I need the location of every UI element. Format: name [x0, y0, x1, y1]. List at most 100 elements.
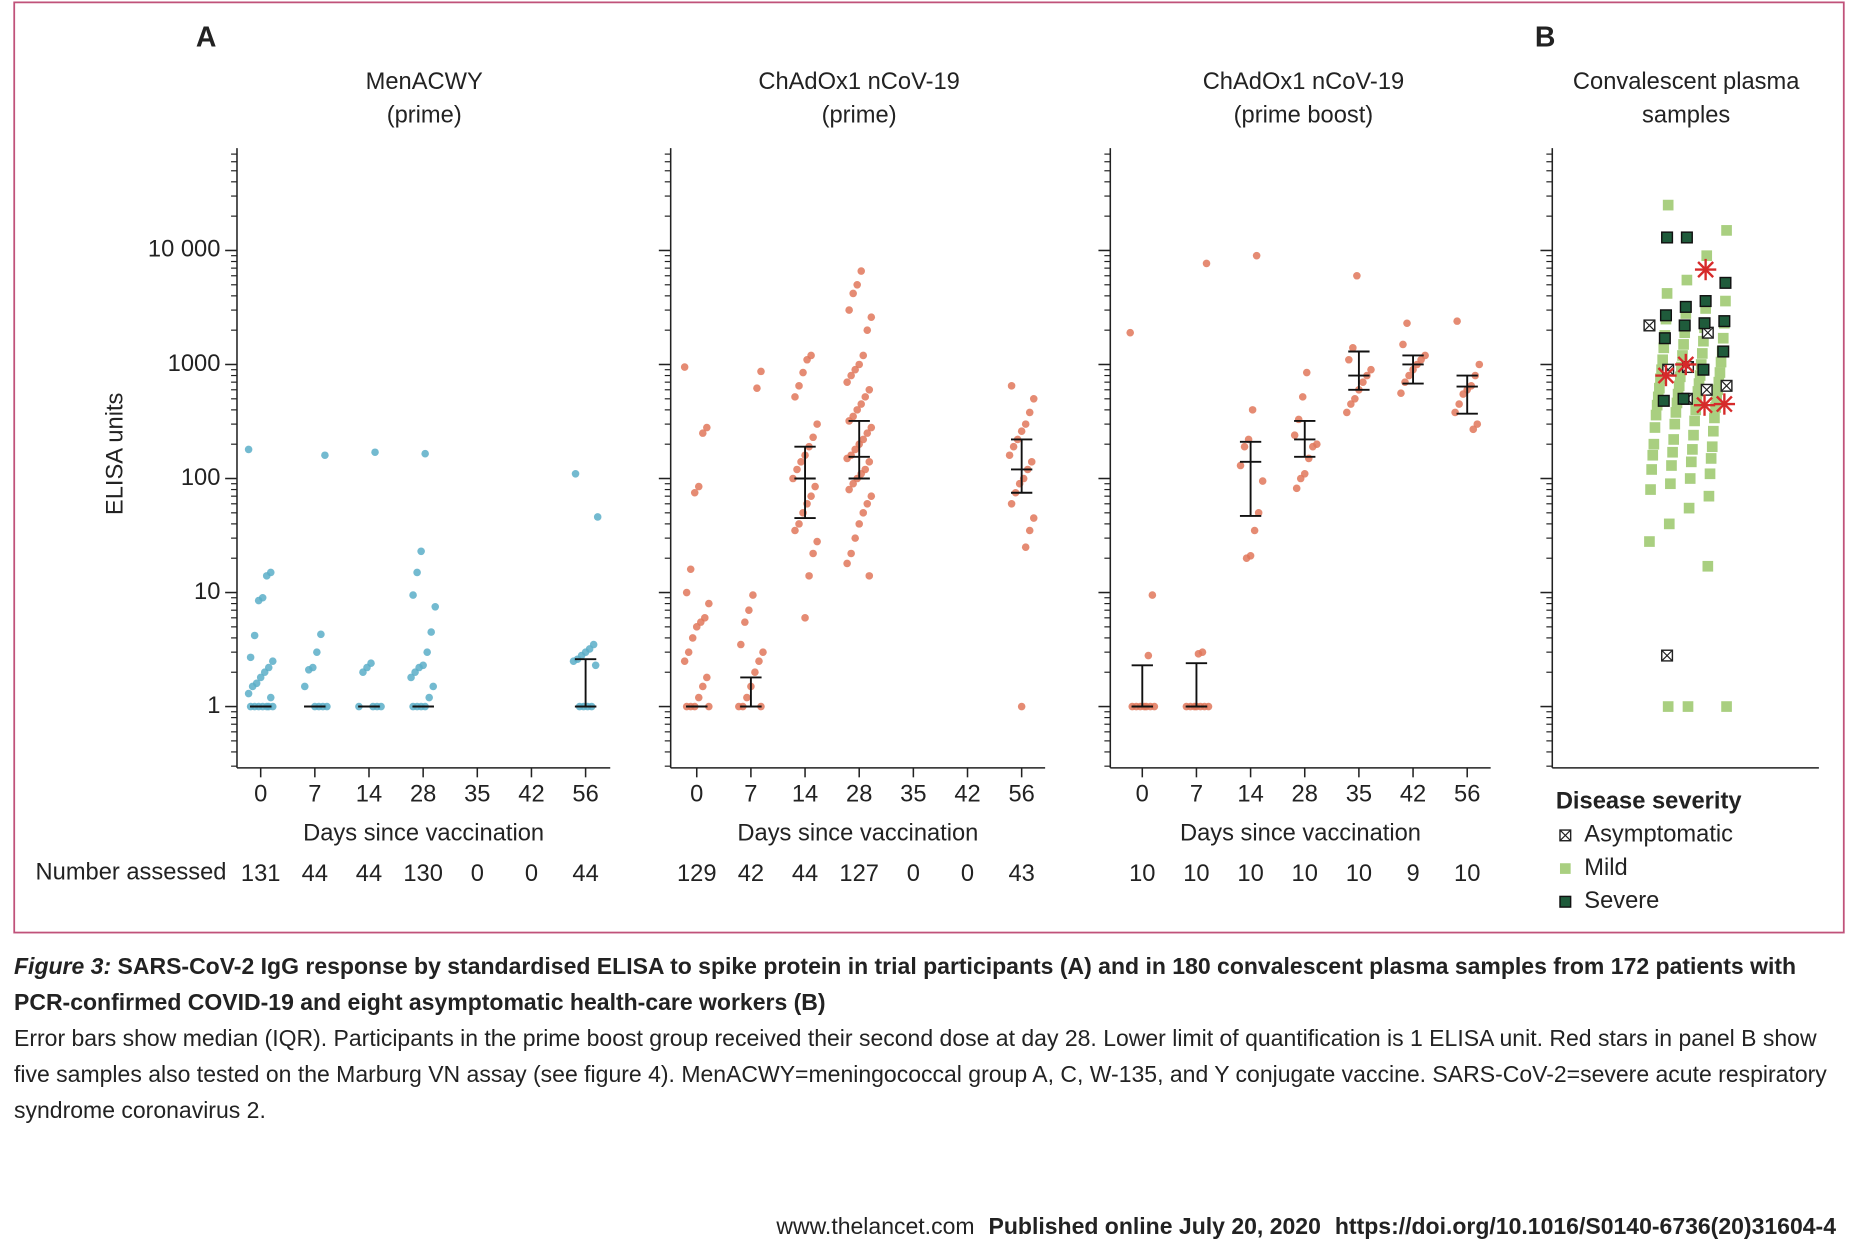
data-point — [1359, 378, 1367, 386]
data-point — [741, 618, 749, 626]
data-point — [855, 520, 863, 528]
data-point — [1699, 295, 1712, 308]
data-point — [1473, 420, 1482, 428]
data-point — [789, 474, 797, 483]
data-point — [1017, 427, 1026, 435]
footer: www.thelancet.com Published online July 2… — [776, 1213, 1836, 1240]
data-point — [1709, 412, 1720, 424]
data-point — [1647, 449, 1659, 461]
data-point — [1025, 408, 1034, 417]
data-point — [1720, 295, 1731, 307]
x-axis-label: Days since vaccination — [1180, 820, 1421, 846]
data-point — [1717, 345, 1730, 358]
data-point — [857, 267, 866, 275]
data-point — [1710, 402, 1721, 413]
data-point — [1669, 418, 1681, 430]
data-point — [851, 445, 859, 454]
data-point — [863, 326, 872, 334]
number-assessed: 10 — [1237, 861, 1263, 887]
data-point — [317, 630, 325, 639]
chart-title: (prime) — [822, 102, 897, 128]
data-point — [849, 289, 857, 298]
y-tick-label: 1 — [207, 693, 220, 719]
data-point — [1290, 431, 1299, 439]
data-point — [1021, 543, 1030, 551]
data-point — [859, 351, 868, 360]
data-point — [755, 657, 763, 665]
panel-label: B — [1535, 22, 1556, 54]
data-point — [1706, 441, 1718, 453]
data-point — [1668, 434, 1680, 445]
data-point — [266, 693, 275, 702]
data-point — [795, 382, 803, 390]
data-point — [849, 479, 857, 488]
data-point — [1644, 536, 1655, 547]
data-point — [797, 458, 805, 466]
data-point — [703, 673, 711, 682]
number-assessed: 10 — [1454, 861, 1480, 887]
data-point — [1347, 400, 1355, 408]
data-point — [1675, 353, 1697, 376]
data-point — [1662, 701, 1674, 712]
number-assessed: 10 — [1346, 861, 1372, 887]
marker-cross — [1702, 326, 1714, 339]
data-point — [1655, 373, 1666, 385]
data-point — [1007, 500, 1016, 508]
data-point — [1694, 258, 1717, 281]
data-point — [1677, 392, 1690, 405]
data-point — [313, 648, 321, 656]
data-point — [1703, 490, 1715, 502]
x-tick-label: 56 — [572, 781, 598, 807]
x-tick-label: 28 — [846, 781, 872, 807]
data-point — [1027, 458, 1036, 466]
data-point — [705, 702, 713, 711]
data-point — [1674, 371, 1686, 383]
data-point — [1677, 350, 1688, 361]
data-point — [861, 393, 870, 401]
y-tick-label: 100 — [181, 465, 221, 491]
number-assessed: 44 — [792, 861, 818, 887]
data-point — [359, 668, 367, 677]
data-point — [1698, 335, 1709, 347]
data-point — [1399, 340, 1407, 349]
x-tick-label: 35 — [900, 781, 926, 807]
x-tick-label: 0 — [1136, 781, 1149, 807]
chart-title: Convalescent plasma — [1573, 69, 1800, 95]
data-point — [1126, 328, 1134, 337]
data-point — [1292, 484, 1301, 493]
data-point — [1646, 464, 1657, 475]
star-stroke — [1657, 367, 1675, 384]
star-stroke — [1715, 395, 1733, 413]
data-point — [1682, 701, 1694, 712]
data-point — [1009, 442, 1018, 451]
data-point — [593, 513, 602, 521]
legend-marker — [1559, 895, 1572, 908]
data-point — [1698, 317, 1711, 330]
data-point — [1451, 408, 1459, 417]
figure-frame — [13, 1, 1845, 934]
caption-label: Figure 3: — [14, 953, 112, 979]
data-point — [759, 648, 767, 656]
data-point — [863, 429, 872, 437]
data-point — [1692, 386, 1704, 397]
data-point — [1397, 389, 1405, 397]
data-point — [791, 393, 799, 401]
panel-label: A — [196, 22, 217, 54]
data-point — [1309, 442, 1317, 451]
data-point — [1663, 518, 1675, 530]
x-tick-label: 42 — [1400, 781, 1426, 807]
chart-title: (prime) — [387, 102, 462, 128]
number-assessed: 130 — [403, 861, 443, 887]
data-point — [1657, 354, 1668, 366]
data-point — [743, 693, 751, 702]
caption-text: Error bars show median (IQR). Participan… — [14, 1025, 1827, 1123]
data-point — [254, 596, 263, 605]
data-point — [1714, 367, 1726, 378]
data-point — [745, 606, 753, 614]
data-point — [1345, 355, 1353, 364]
data-point — [813, 420, 821, 428]
data-point — [1676, 361, 1687, 373]
footer-site: www.thelancet.com — [776, 1213, 975, 1239]
data-point — [1658, 342, 1670, 354]
data-point — [1673, 380, 1685, 392]
